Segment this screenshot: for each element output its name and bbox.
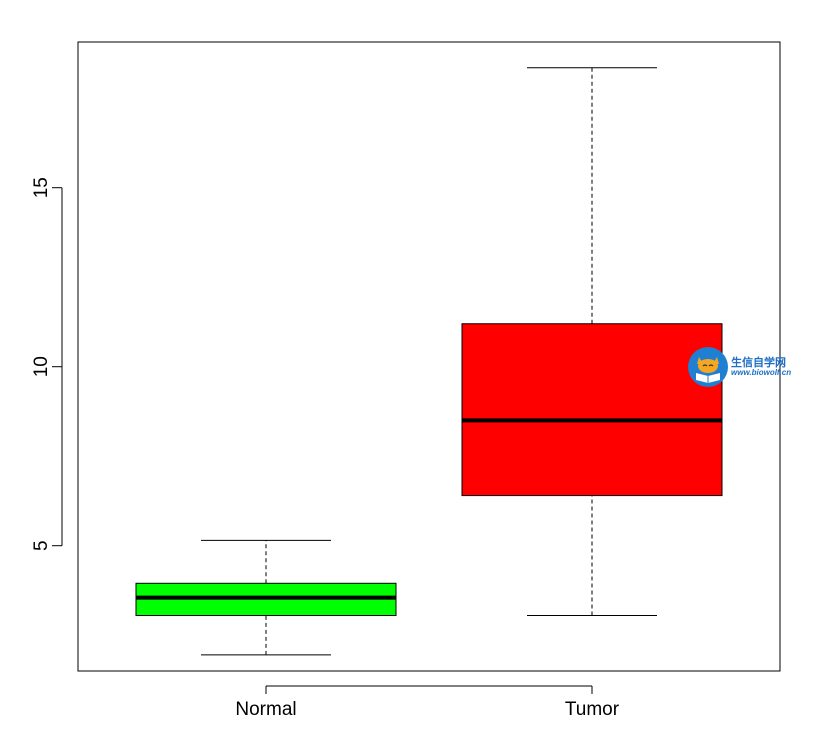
x-axis: Normal Tumor <box>235 685 620 720</box>
watermark-title: 生信自学网 <box>731 355 786 369</box>
box-normal <box>135 539 397 656</box>
watermark-url: www.biowolf.cn <box>731 367 792 377</box>
iqr-box <box>461 323 723 497</box>
y-tick-label: 10 <box>31 356 52 377</box>
fox-book-logo-icon <box>688 347 728 387</box>
box-tumor <box>461 67 723 617</box>
y-tick-label: 15 <box>31 177 52 198</box>
y-axis: 5 10 15 <box>31 177 63 551</box>
x-tick-label: Normal <box>235 699 296 720</box>
boxes <box>135 67 723 656</box>
x-tick-label: Tumor <box>565 699 620 720</box>
plot-frame <box>77 41 781 672</box>
y-tick-label: 5 <box>31 540 52 551</box>
watermark-logo: 生信自学网 www.biowolf.cn <box>688 346 812 388</box>
